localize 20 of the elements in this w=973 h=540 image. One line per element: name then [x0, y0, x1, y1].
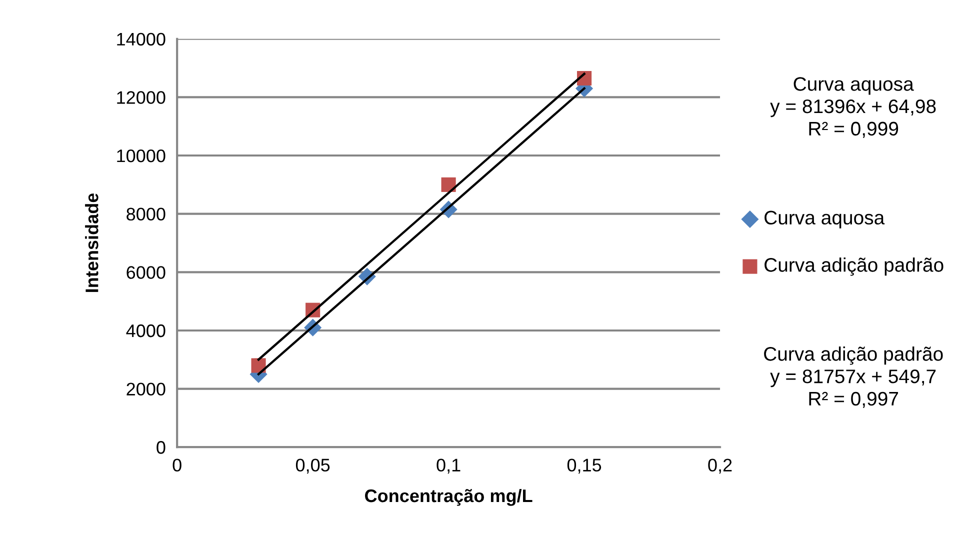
x-tick-label: 0,15	[567, 458, 602, 474]
y-tick-label: 14000	[117, 32, 166, 46]
text: Curva aquosa y = 81396x + 64,98 R² = 0,999	[770, 77, 936, 138]
x-tick-label: 0,1	[436, 458, 460, 474]
y-tick-label: 2000	[126, 382, 166, 396]
x-tick-label: 0	[172, 458, 182, 472]
y-tick-label: 0	[156, 441, 166, 454]
x-tick-label: 0,2	[708, 458, 732, 474]
y-tick-label: 4000	[126, 324, 166, 338]
x-tick-label: 0,05	[296, 458, 330, 474]
y-tick-label: 6000	[126, 266, 166, 279]
y-axis-title: Intensidade	[85, 193, 98, 292]
legend-label: Curva aquosa	[764, 210, 885, 228]
x-axis-title: Concentração mg/L	[365, 488, 532, 506]
text: Curva adição padrão y = 81757x + 549,7 R² = 0,997	[764, 346, 943, 408]
y-tick-label: 12000	[117, 91, 166, 104]
y-tick-label: 8000	[126, 208, 166, 221]
point	[441, 177, 456, 192]
y-tick-label: 10000	[117, 149, 166, 162]
legend-label: Curva adição padrão	[764, 258, 944, 276]
